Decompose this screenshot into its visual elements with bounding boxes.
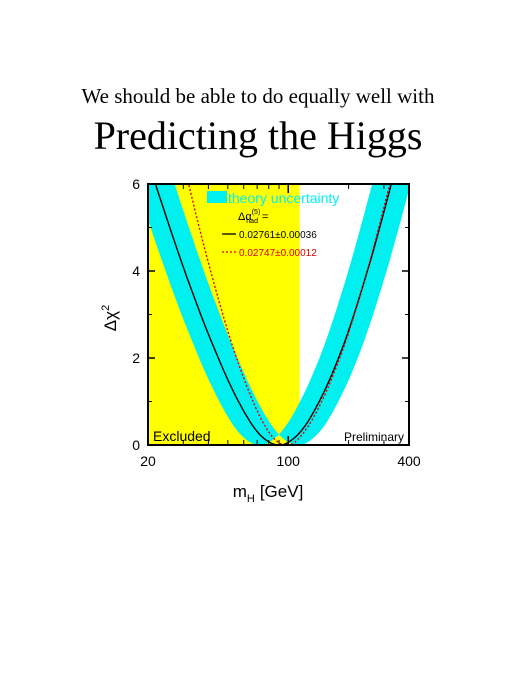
series-line-2 (187, 184, 391, 445)
x-tick-label: 100 (277, 453, 301, 469)
preliminary-label: Preliminary (344, 430, 404, 444)
theory-uncertainty-band (148, 184, 409, 445)
y-axis-label: Δχ2 (100, 305, 120, 331)
y-tick-label: 0 (132, 437, 140, 453)
excluded-label: Excluded (153, 428, 211, 444)
y-tick-label: 2 (132, 350, 140, 366)
x-tick-label: 400 (397, 453, 421, 469)
y-tick-label: 6 (132, 176, 140, 192)
legend-band-label: theory uncertainty (228, 190, 339, 206)
legend-alpha-label: Δα(5) had = (238, 209, 268, 225)
legend-series-2-label: 0.02747±0.00012 (239, 248, 317, 259)
slide-title: Predicting the Higgs (93, 113, 423, 158)
x-axis-label: mH [GeV] (233, 482, 304, 505)
x-tick-label: 20 (140, 453, 156, 469)
legend-band-swatch (207, 191, 227, 203)
y-tick-label: 4 (132, 263, 140, 279)
slide-subtitle: We should be able to do equally well wit… (81, 84, 435, 108)
legend-series-1-label: 0.02761±0.00036 (239, 230, 317, 241)
